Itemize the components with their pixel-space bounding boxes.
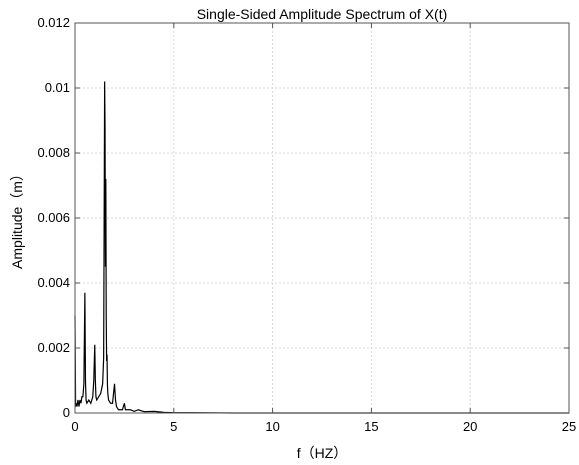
x-tick-label: 25 [562, 419, 576, 434]
axis-ticks: 0 5 10 15 20 25 0 0.002 0.004 0.006 0.008 0.01 0.012 [37, 15, 576, 434]
y-tick-label: 0.008 [37, 145, 70, 160]
chart-title: Single-Sided Amplitude Spectrum of X(t) [197, 6, 448, 22]
plot-area [74, 81, 569, 414]
y-tick-label: 0.012 [37, 15, 70, 30]
x-tick-label: 15 [364, 419, 378, 434]
spectrum-line [74, 81, 569, 414]
y-tick-label: 0.004 [37, 275, 70, 290]
y-tick-label: 0.002 [37, 340, 70, 355]
x-tick-label: 0 [71, 419, 78, 434]
grid-lines [75, 23, 569, 413]
axes-frame [74, 22, 570, 414]
y-tick-label: 0 [63, 405, 70, 420]
y-tick-label: 0.006 [37, 210, 70, 225]
x-tick-label: 20 [463, 419, 477, 434]
x-tick-label: 5 [170, 419, 177, 434]
x-tick-label: 10 [265, 419, 279, 434]
y-axis-label: Amplitude（m） [9, 167, 25, 269]
y-tick-label: 0.01 [45, 80, 70, 95]
x-axis-label: f（HZ） [297, 445, 348, 461]
